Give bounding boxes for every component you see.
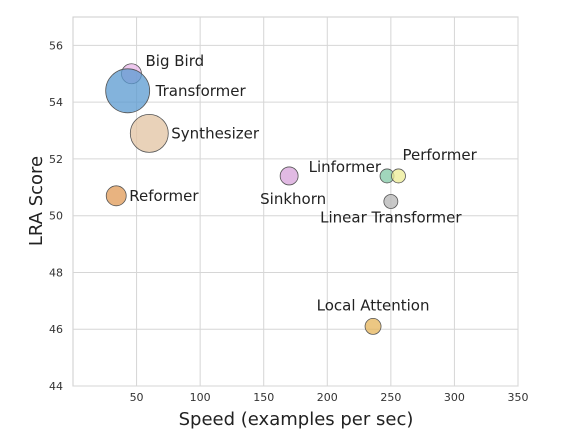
x-tick-label: 200: [317, 391, 338, 404]
label-transformer: Transformer: [155, 82, 247, 100]
label-reformer: Reformer: [129, 187, 199, 205]
y-tick-label: 52: [49, 153, 63, 166]
x-tick-label: 250: [380, 391, 401, 404]
bubble-linear-transformer: [383, 194, 399, 209]
label-performer: Performer: [402, 146, 477, 164]
bubble-local-attention: [364, 317, 382, 335]
label-linformer: Linformer: [309, 158, 382, 176]
x-tick-label: 300: [444, 391, 465, 404]
label-synthesizer: Synthesizer: [171, 124, 260, 142]
label-linear-transformer: Linear Transformer: [320, 209, 462, 227]
x-tick-label: 50: [130, 391, 144, 404]
x-tick-label: 150: [253, 391, 274, 404]
y-tick-label: 46: [49, 323, 63, 336]
x-tick-label: 350: [508, 391, 529, 404]
label-big-bird: Big Bird: [145, 52, 204, 70]
bubble-performer: [391, 168, 406, 184]
y-tick-label: 50: [49, 210, 63, 223]
data-points: Big Bird Transformer Synthesizer Reformer Si…: [105, 52, 478, 335]
bubble-transformer: [105, 68, 151, 114]
y-axis-label: LRA Score: [26, 156, 47, 246]
y-tick-label: 54: [49, 96, 63, 109]
x-tick-label: 100: [190, 391, 211, 404]
y-tick-label: 56: [49, 39, 63, 52]
grid-lines: [73, 17, 519, 387]
y-tick-label: 44: [49, 380, 63, 393]
label-sinkhorn: Sinkhorn: [260, 190, 326, 208]
bubble-synthesizer: [129, 113, 169, 153]
tick-labels: 50 100 150 200 250 300 350 44 46 48 50 52 54 56: [49, 39, 529, 404]
bubble-reformer: [105, 185, 127, 207]
y-tick-label: 48: [49, 266, 63, 279]
label-local-attention: Local Attention: [317, 296, 430, 314]
bubble-sinkhorn: [279, 166, 299, 186]
x-axis-label: Speed (examples per sec): [179, 409, 414, 430]
